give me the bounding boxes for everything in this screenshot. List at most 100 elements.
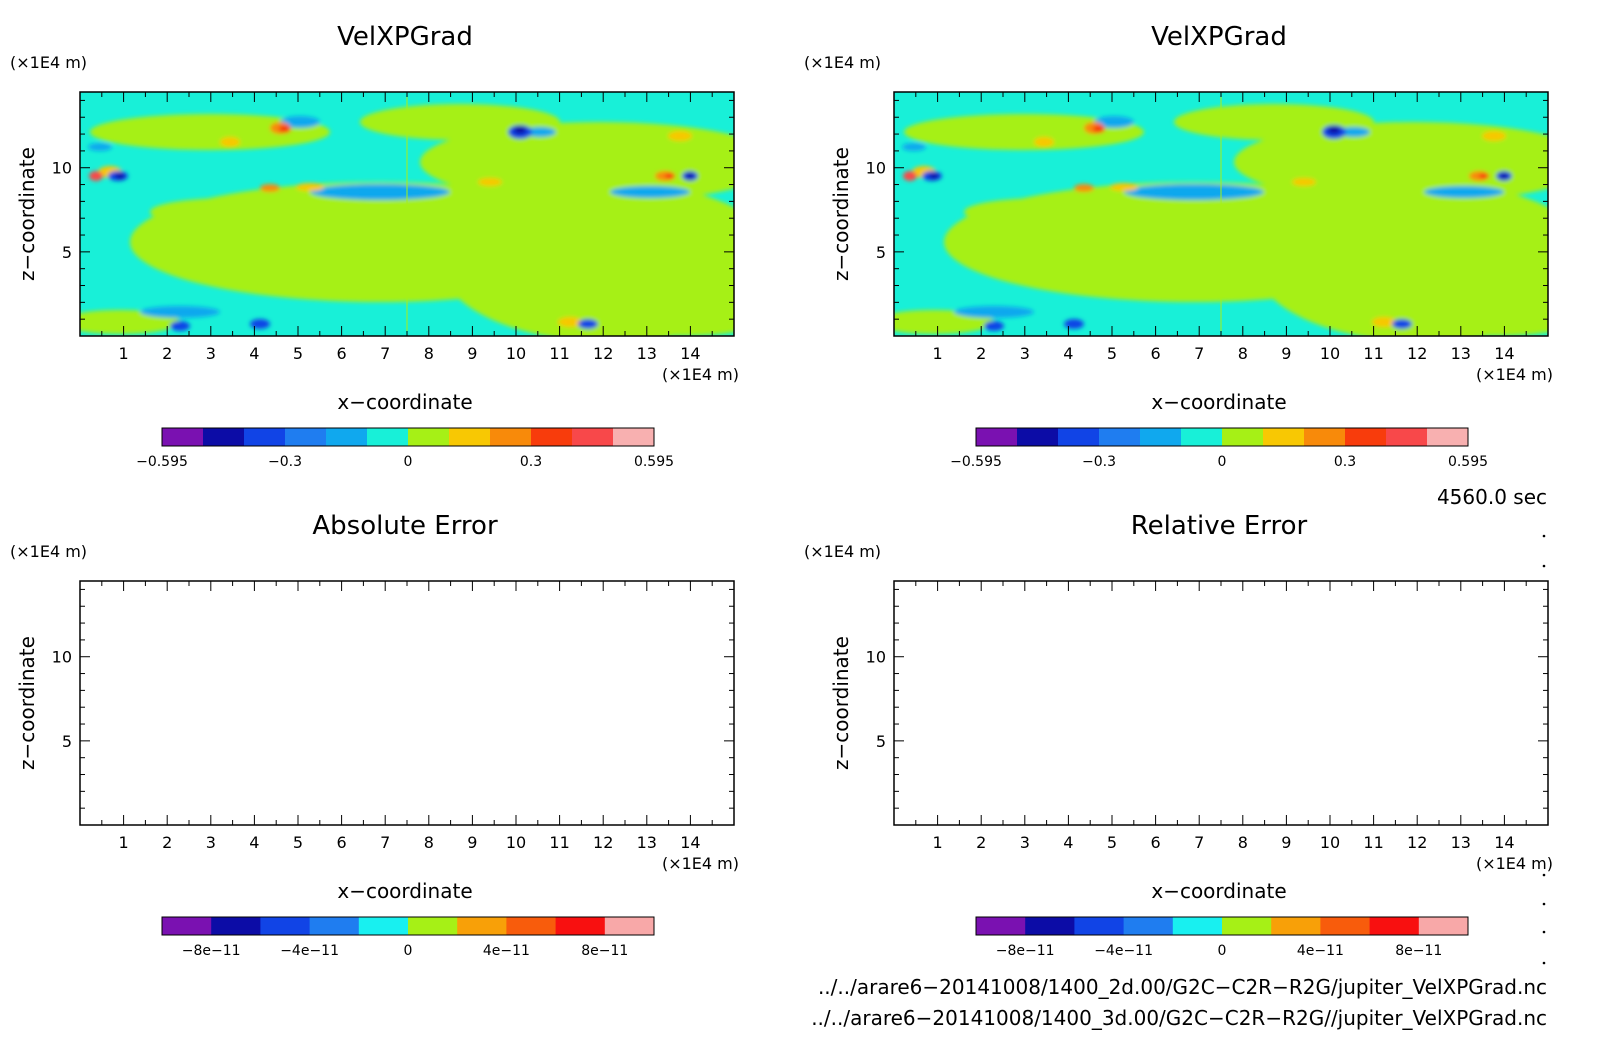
colorbar-label: 0.595 — [1448, 454, 1488, 470]
x-tick-label: 1 — [933, 833, 943, 852]
x-tick-label: 13 — [637, 344, 657, 363]
contour-region — [1064, 319, 1084, 329]
panel-bottom-left: Absolute Error (×1E4 m) 1 2 3 4 5 6 7 8 9 10 11 12 1… — [10, 511, 739, 959]
y-axis-label: z−coordinate — [15, 147, 39, 281]
x-tick-label: 13 — [1451, 833, 1471, 852]
x-tick-label: 3 — [1020, 833, 1030, 852]
colorbar: −0.595 −0.3 0 0.3 0.595 — [950, 427, 1488, 470]
contour-region — [610, 186, 690, 198]
x-tick-label: 4 — [249, 344, 259, 363]
colorbar-swatch — [1222, 917, 1272, 935]
colorbar-swatch — [162, 917, 212, 935]
colorbar-swatch — [203, 428, 245, 446]
contour-region — [578, 319, 598, 329]
contour-region — [478, 178, 502, 186]
contour-region — [903, 171, 917, 181]
y-unit-label: (×1E4 m) — [804, 542, 881, 561]
colorbar-frame — [975, 916, 1469, 936]
dot-marker — [1542, 564, 1546, 568]
colorbar-label: 8e−11 — [581, 943, 628, 959]
x-tick-label: 12 — [1407, 344, 1427, 363]
y-axis-label: z−coordinate — [829, 636, 853, 770]
colorbar-frame — [975, 427, 1469, 447]
colorbar-swatch — [1263, 428, 1305, 446]
contour-region — [902, 143, 926, 151]
x-tick-label: 1 — [119, 833, 129, 852]
x-tick-label: 6 — [337, 344, 347, 363]
contour-region — [1093, 125, 1105, 133]
colorbar-swatch — [1123, 917, 1174, 935]
contour-region — [1482, 131, 1506, 141]
contour-region — [310, 184, 450, 200]
x-tick-label: 10 — [1320, 833, 1340, 852]
colorbar-swatch — [1271, 917, 1321, 935]
x-tick-label: 11 — [1363, 344, 1383, 363]
colorbar-frame — [161, 916, 655, 936]
colorbar-swatch — [408, 428, 450, 446]
x-tick-label: 9 — [467, 344, 477, 363]
colorbar-swatch — [1017, 428, 1059, 446]
y-unit-label: (×1E4 m) — [804, 53, 881, 72]
colorbar-swatch — [1181, 428, 1223, 446]
x-unit-label: (×1E4 m) — [1476, 365, 1553, 384]
x-tick-label: 1 — [119, 344, 129, 363]
contour-region — [1292, 178, 1316, 186]
x-tick-label: 7 — [1194, 344, 1204, 363]
y-tick-label: 5 — [62, 243, 72, 262]
colorbar-swatch — [604, 917, 655, 935]
contour-region — [150, 198, 310, 226]
panel-title: VelXPGrad — [337, 22, 473, 52]
colorbar-label: −0.595 — [136, 454, 188, 470]
contour-region — [600, 308, 734, 336]
contour-region — [1034, 137, 1054, 147]
x-tick-label: 14 — [1494, 344, 1514, 363]
x-tick-label: 6 — [1151, 833, 1161, 852]
contour-region — [1372, 317, 1396, 327]
x-tick-label: 12 — [593, 833, 613, 852]
contour-region — [904, 114, 1144, 150]
x-tick-label: 7 — [1194, 833, 1204, 852]
x-tick-label: 13 — [1451, 344, 1471, 363]
contour-region — [1392, 319, 1412, 329]
colorbar-label: −8e−11 — [182, 943, 241, 959]
colorbar-swatch — [408, 917, 458, 935]
x-axis-label: x−coordinate — [1151, 390, 1286, 414]
colorbar-swatch — [309, 917, 360, 935]
plot-frame — [893, 580, 1549, 826]
contour-region — [984, 321, 1004, 331]
panel-title: Relative Error — [1131, 511, 1308, 541]
contour-region — [1414, 308, 1548, 336]
colorbar-label: 0 — [404, 943, 413, 959]
x-tick-label: 7 — [380, 344, 390, 363]
x-axis-label: x−coordinate — [337, 390, 472, 414]
colorbar-swatch — [1172, 917, 1223, 935]
dot-markers — [1542, 534, 1546, 965]
file-path-1: ../../arare6−20141008/1400_2d.00/G2C−C2R… — [818, 975, 1547, 999]
x-tick-label: 5 — [293, 344, 303, 363]
colorbar-label: −0.595 — [950, 454, 1002, 470]
contour-region — [1254, 152, 1374, 192]
colorbar-swatch — [358, 917, 409, 935]
contour-region — [686, 173, 694, 179]
panel-top-right: VelXPGrad (×1E4 m) 1 2 3 4 5 6 7 8 9 10 11 12 13 1451… — [804, 22, 1553, 470]
contour-region — [260, 184, 280, 192]
contour-region — [1094, 116, 1134, 128]
dot-marker — [1542, 534, 1546, 538]
colorbar-swatch — [457, 917, 507, 935]
panel-top-left: VelXPGrad (×1E4 m) 1 2 3 4 5 6 7 8 9 10 11 12 13 1451… — [10, 22, 739, 470]
panel-title: Absolute Error — [312, 511, 498, 541]
colorbar-swatch — [1320, 917, 1371, 935]
colorbar-label: 0.595 — [634, 454, 674, 470]
colorbar-swatch — [1369, 917, 1420, 935]
colorbar-swatch — [1386, 428, 1428, 446]
x-axis-label: x−coordinate — [1151, 879, 1286, 903]
colorbar-swatch — [1222, 428, 1264, 446]
contour-region — [1338, 127, 1370, 137]
colorbar-label: 0 — [404, 454, 413, 470]
colorbar-swatch — [1140, 428, 1182, 446]
colorbar-swatch — [1058, 428, 1100, 446]
x-tick-label: 2 — [162, 833, 172, 852]
y-unit-label: (×1E4 m) — [10, 542, 87, 561]
colorbar-swatch — [1418, 917, 1469, 935]
y-tick-label: 10 — [52, 159, 72, 178]
